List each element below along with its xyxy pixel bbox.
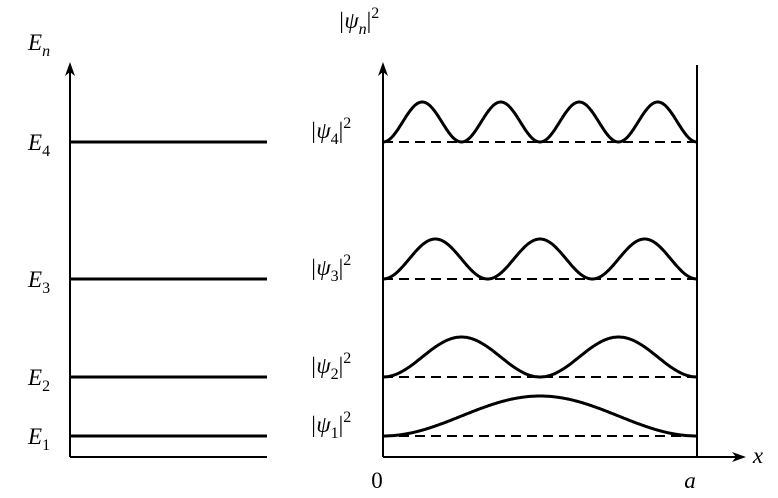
x-label: x	[752, 443, 764, 468]
subscript: 4	[331, 131, 339, 148]
open: |ψ	[310, 118, 331, 143]
close: |	[339, 255, 344, 280]
arrowheads	[65, 62, 746, 462]
close: |	[339, 412, 344, 437]
symbol: E	[27, 30, 42, 55]
subscript: 1	[331, 425, 339, 442]
axes	[69, 65, 738, 458]
arrowhead	[65, 62, 75, 76]
subscript: 2	[42, 378, 50, 395]
energy-axis-label: En	[27, 30, 50, 60]
density-curve	[382, 100, 698, 144]
symbol: E	[27, 267, 42, 292]
close: |	[339, 118, 344, 143]
level-label: E3	[27, 267, 50, 297]
density-label: |ψ1|2	[310, 409, 351, 442]
superscript: 2	[343, 409, 351, 426]
subscript: 1	[42, 437, 50, 454]
open: |ψ	[338, 8, 359, 33]
density-curve	[383, 394, 697, 438]
end-label: a	[684, 468, 696, 493]
level-label: E2	[27, 365, 50, 395]
symbol: E	[27, 424, 42, 449]
origin-label: 0	[371, 468, 383, 493]
superscript: 2	[371, 5, 379, 22]
open: |ψ	[310, 412, 331, 437]
open: |ψ	[310, 255, 331, 280]
close: |	[367, 8, 372, 33]
subscript: 2	[331, 366, 339, 383]
superscript: 2	[343, 115, 351, 132]
open: |ψ	[310, 353, 331, 378]
subscript: n	[42, 43, 50, 60]
symbol: E	[27, 130, 42, 155]
superscript: 2	[343, 350, 351, 367]
density-curve	[383, 335, 697, 379]
subscript: 3	[331, 268, 339, 285]
level-label: E4	[27, 130, 50, 160]
level-label: E1	[27, 424, 50, 454]
arrowhead	[378, 62, 388, 76]
subscript: n	[359, 21, 367, 38]
density-label: |ψ2|2	[310, 350, 351, 383]
density-label: |ψ4|2	[310, 115, 351, 148]
density-axis-label: |ψn|2	[338, 5, 379, 38]
arrowhead	[732, 452, 746, 462]
superscript: 2	[343, 252, 351, 269]
rows: E4|ψ4|2E3|ψ3|2E2|ψ2|2E1|ψ1|2	[27, 100, 698, 454]
density-label: |ψ3|2	[310, 252, 351, 285]
subscript: 3	[42, 280, 50, 297]
close: |	[339, 353, 344, 378]
density-curve	[383, 237, 697, 281]
symbol: E	[27, 365, 42, 390]
subscript: 4	[42, 143, 50, 160]
